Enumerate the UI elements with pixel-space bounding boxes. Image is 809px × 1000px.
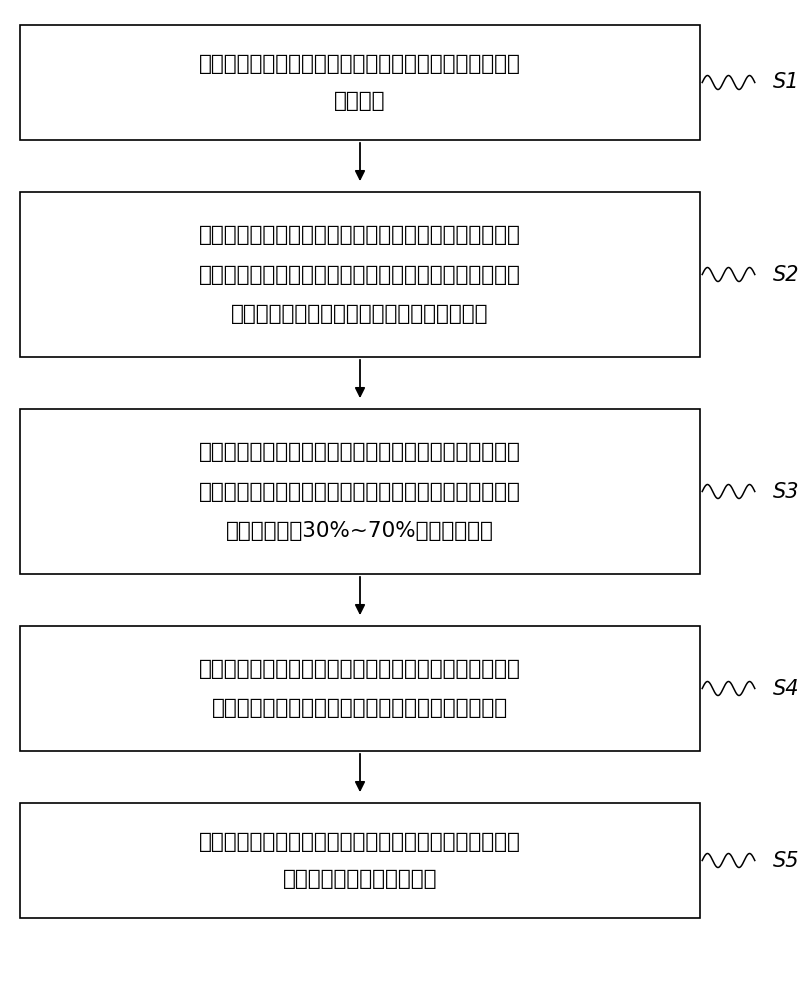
Text: 具有空隙的第一栓塞部，局部填充在所述孔洞中，空隙为: 具有空隙的第一栓塞部，局部填充在所述孔洞中，空隙为 [199,265,521,285]
Text: 衬底表面: 衬底表面 [334,91,386,111]
Text: S5: S5 [773,851,799,871]
Text: 扩大空隙的端部，以使空隙的所述端部扩大形成为暴露于: 扩大空隙的端部，以使空隙的所述端部扩大形成为暴露于 [199,442,521,462]
Bar [20,803,700,918]
Text: 提供一开设有孔洞的衬底，孔洞的第一开口端暴露于所述: 提供一开设有孔洞的衬底，孔洞的第一开口端暴露于所述 [199,54,521,74]
Text: 细长状以使空隙的端部超出孔洞的第一开口端: 细长状以使空隙的端部超出孔洞的第一开口端 [231,304,489,324]
Text: S4: S4 [773,679,799,699]
Text: S3: S3 [773,482,799,502]
Text: 开口端的孔径30%~70%，包括端点值: 开口端的孔径30%~70%，包括端点值 [226,521,494,541]
Bar [20,409,700,574]
Text: 去除在衬底表面上的第一导电沉积膜与第二导电沉积膜，: 去除在衬底表面上的第一导电沉积膜与第二导电沉积膜， [199,832,521,852]
Text: 膜包括第二栓塞部，填充在具有第二开口端的空隙中: 膜包括第二栓塞部，填充在具有第二开口端的空隙中 [212,698,508,718]
Text: 以形成电性隔离的导电栓塞: 以形成电性隔离的导电栓塞 [283,869,437,889]
Text: S2: S2 [773,265,799,285]
Text: 第一导电沉积膜的第二开口端，第二开口端的孔径为第一: 第一导电沉积膜的第二开口端，第二开口端的孔径为第一 [199,482,521,502]
Bar [20,25,700,140]
Text: S1: S1 [773,73,799,93]
Text: 形成第一导电沉积膜在衬底表面上，第一导电沉积膜包括: 形成第一导电沉积膜在衬底表面上，第一导电沉积膜包括 [199,225,521,245]
Text: 形成第二导电沉积膜在第一导电沉积膜上，第二导电沉积: 形成第二导电沉积膜在第一导电沉积膜上，第二导电沉积 [199,659,521,679]
Bar [20,626,700,751]
Bar [20,192,700,357]
